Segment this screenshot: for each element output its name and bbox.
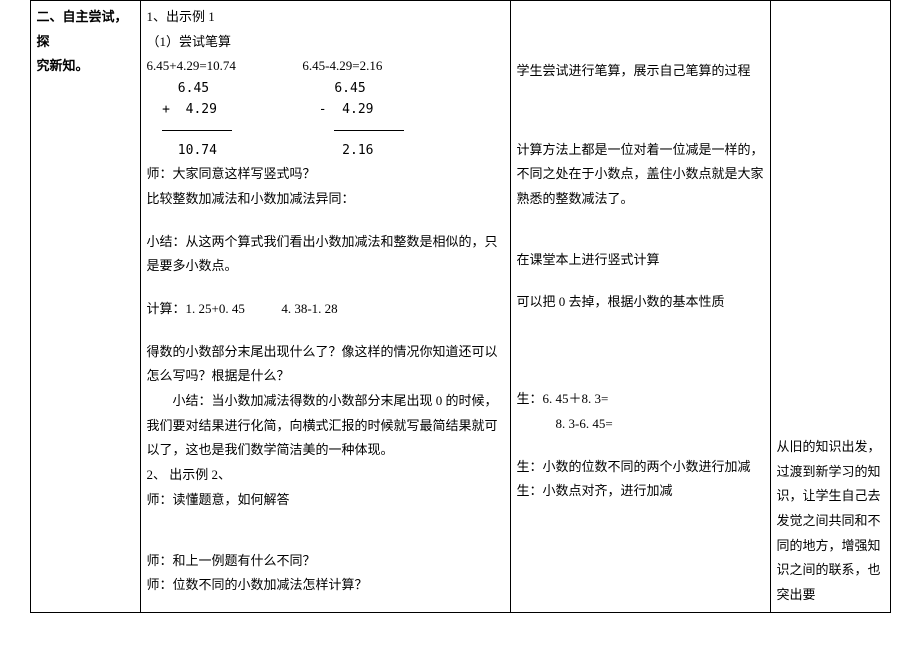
line-12: 师：位数不同的小数加减法怎样计算？ — [147, 573, 504, 598]
r5a: 生：6. 45＋8. 3= — [517, 387, 764, 412]
eq1: 6.45+4.29=10.74 — [147, 58, 236, 73]
line-7: 得数的小数部分末尾出现什么了？像这样的情况你知道还可以怎么写吗？根据是什么？ — [147, 340, 504, 389]
line-2: （1）尝试笔算 — [147, 30, 504, 55]
vertical-calc: 6.45 6.45 + 4.29 - 4.29 10.74 2.16 — [147, 79, 504, 162]
r7: 生：小数点对齐，进行加减 — [517, 479, 764, 504]
lesson-table: 二、自主尝试，探 究新知。 1、出示例 1 （1）尝试笔算 6.45+4.29=… — [30, 0, 891, 613]
r1: 学生尝试进行笔算，展示自己笔算的过程 — [517, 59, 764, 84]
equations-row: 6.45+4.29=10.74 6.45-4.29=2.16 — [147, 54, 504, 79]
section-title-line2: 究新知。 — [37, 58, 89, 73]
r2: 计算方法上都是一位对着一位减是一样的，不同之处在于小数点，盖住小数点就是大家熟悉… — [517, 138, 764, 212]
student-activity-cell: 学生尝试进行笔算，展示自己笔算的过程 计算方法上都是一位对着一位减是一样的，不同… — [510, 1, 770, 613]
line-10: 师：读懂题意，如何解答 — [147, 488, 504, 513]
line-3: 师：大家同意这样写竖式吗？ — [147, 162, 504, 187]
teacher-activity-cell: 1、出示例 1 （1）尝试笔算 6.45+4.29=10.74 6.45-4.2… — [140, 1, 510, 613]
r3: 在课堂本上进行竖式计算 — [517, 248, 764, 273]
r4: 可以把 0 去掉，根据小数的基本性质 — [517, 290, 764, 315]
section-title-line1: 二、自主尝试，探 — [37, 9, 128, 49]
line-6: 计算：1. 25+0. 45 4. 38-1. 28 — [147, 297, 504, 322]
line-4: 比较整数加减法和小数加减法异同： — [147, 187, 504, 212]
section-title-cell: 二、自主尝试，探 究新知。 — [30, 1, 140, 613]
eq2: 6.45-4.29=2.16 — [302, 58, 382, 73]
r5b: 8. 3-6. 45= — [517, 412, 764, 437]
note-1: 从旧的知识出发，过渡到新学习的知识，让学生自己去发觉之间共同和不同的地方，增强知… — [777, 435, 884, 608]
line-11: 师：和上一例题有什么不同？ — [147, 549, 504, 574]
r6: 生：小数的位数不同的两个小数进行加减 — [517, 455, 764, 480]
line-8: 小结：当小数加减法得数的小数部分末尾出现 0 的时候，我们要对结果进行化简，向横… — [147, 389, 504, 463]
notes-cell: 从旧的知识出发，过渡到新学习的知识，让学生自己去发觉之间共同和不同的地方，增强知… — [770, 1, 890, 613]
line-9: 2、 出示例 2、 — [147, 463, 504, 488]
line-5: 小结：从这两个算式我们看出小数加减法和整数是相似的，只是要多小数点。 — [147, 230, 504, 279]
line-1: 1、出示例 1 — [147, 5, 504, 30]
